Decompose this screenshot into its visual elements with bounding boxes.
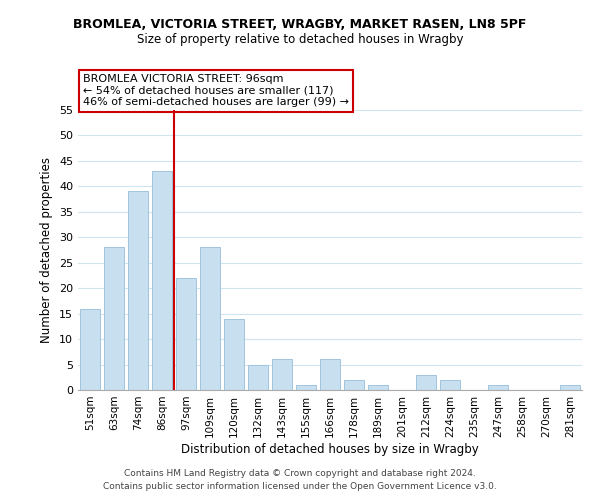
Bar (560, 385, 580, 390)
Bar (128, 192, 148, 390)
Bar (344, 380, 364, 390)
Bar (176, 278, 196, 390)
Bar (104, 248, 124, 390)
Bar (368, 385, 388, 390)
Bar (272, 360, 292, 390)
Text: BROMLEA VICTORIA STREET: 96sqm
← 54% of detached houses are smaller (117)
46% of: BROMLEA VICTORIA STREET: 96sqm ← 54% of … (83, 74, 349, 107)
Bar (320, 360, 340, 390)
Bar (248, 364, 268, 390)
Y-axis label: Number of detached properties: Number of detached properties (40, 157, 53, 343)
Bar (416, 374, 436, 390)
Text: Size of property relative to detached houses in Wragby: Size of property relative to detached ho… (137, 32, 463, 46)
Bar (152, 171, 172, 390)
Bar (296, 385, 316, 390)
Text: Contains public sector information licensed under the Open Government Licence v3: Contains public sector information licen… (103, 482, 497, 491)
X-axis label: Distribution of detached houses by size in Wragby: Distribution of detached houses by size … (181, 442, 479, 456)
Bar (224, 318, 244, 390)
Text: BROMLEA, VICTORIA STREET, WRAGBY, MARKET RASEN, LN8 5PF: BROMLEA, VICTORIA STREET, WRAGBY, MARKET… (73, 18, 527, 30)
Bar (80, 308, 100, 390)
Bar (200, 248, 220, 390)
Text: Contains HM Land Registry data © Crown copyright and database right 2024.: Contains HM Land Registry data © Crown c… (124, 468, 476, 477)
Bar (440, 380, 460, 390)
Bar (488, 385, 508, 390)
